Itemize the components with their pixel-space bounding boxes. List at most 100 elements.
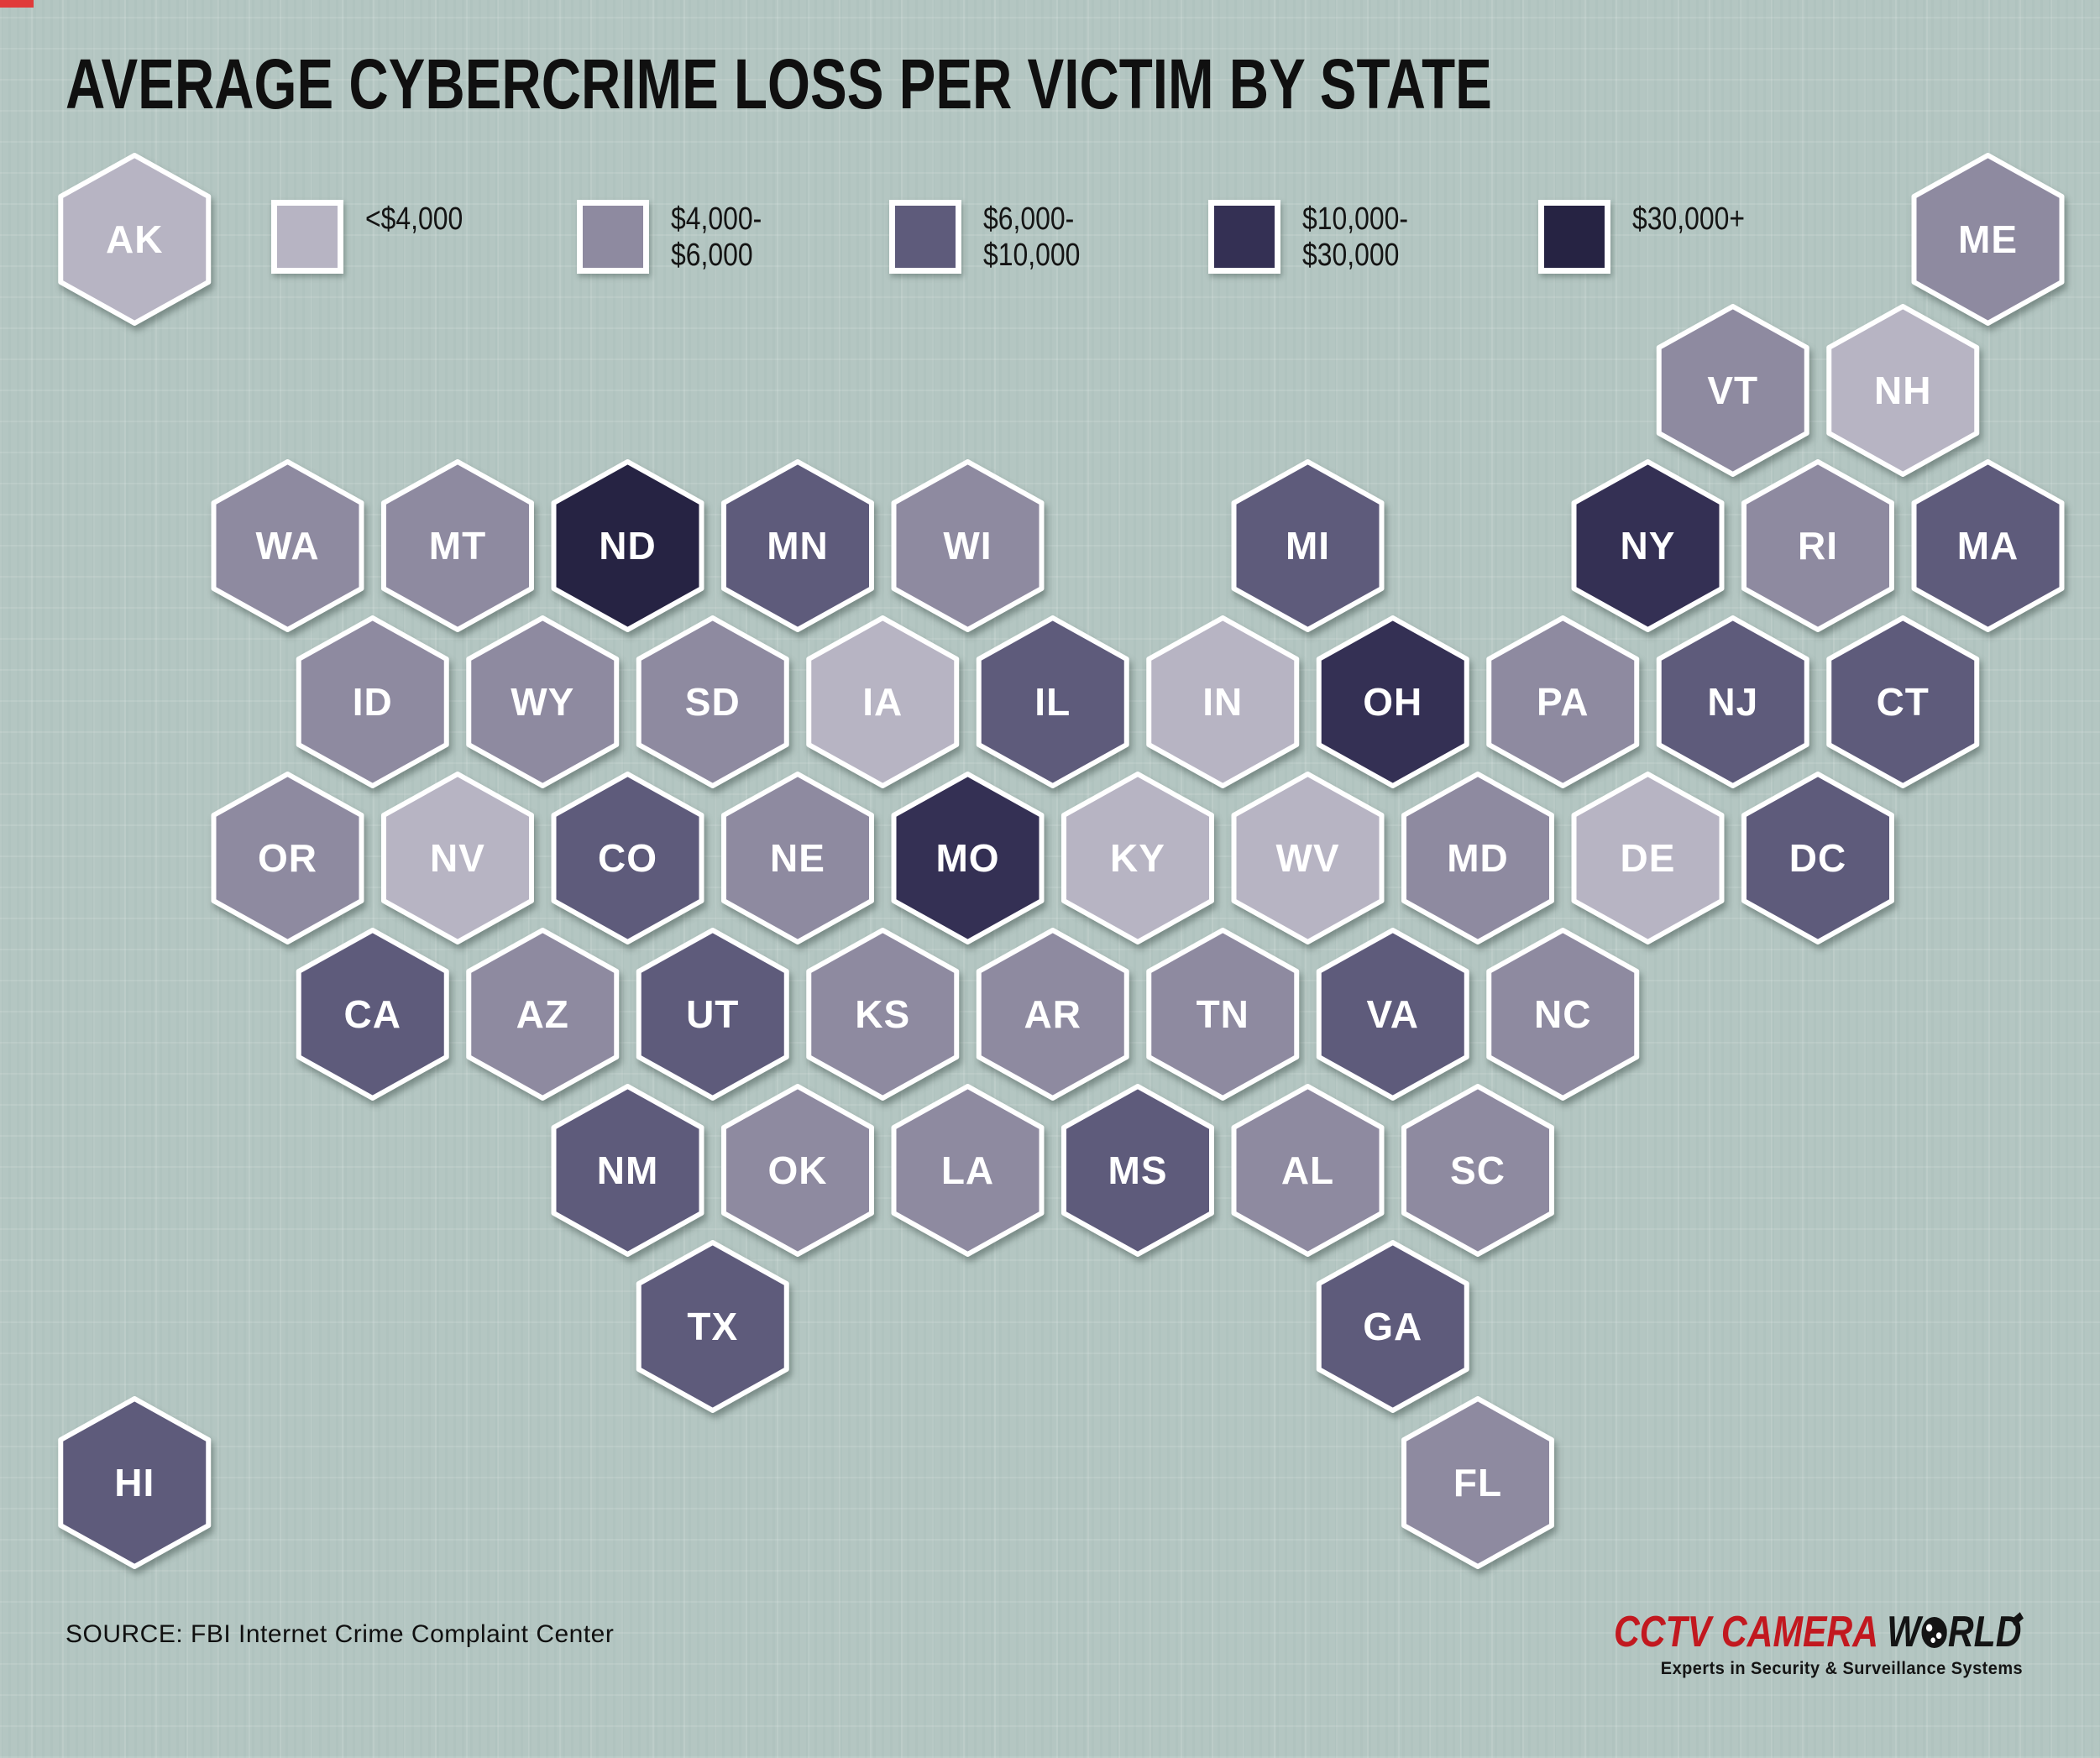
state-tile-NJ: NJ: [1656, 615, 1809, 788]
state-label-SC: SC: [1450, 1148, 1506, 1192]
state-hex-AL: [1231, 1084, 1385, 1257]
state-tile-MS: MS: [1061, 1084, 1214, 1257]
state-tile-AK: AK: [58, 153, 212, 326]
state-hex-NC: [1486, 928, 1640, 1101]
state-label-KY: KY: [1110, 836, 1165, 880]
brand-wordmark: CCTV CAMERA W RLD: [1614, 1608, 2024, 1656]
legend-swatch-1: [271, 200, 343, 274]
state-hex-TN: [1146, 928, 1300, 1101]
brand-black-w: W: [1887, 1608, 1921, 1656]
state-label-SD: SD: [685, 680, 741, 724]
state-hex-MN: [721, 459, 874, 632]
state-tile-IL: IL: [976, 615, 1129, 788]
state-hex-OK: [721, 1084, 874, 1257]
state-hex-NY: [1571, 459, 1725, 632]
state-label-LA: LA: [941, 1148, 994, 1192]
state-hex-VA: [1316, 928, 1469, 1101]
state-tile-PA: PA: [1486, 615, 1640, 788]
state-tile-AL: AL: [1231, 1084, 1385, 1257]
state-label-VA: VA: [1367, 992, 1420, 1036]
state-label-IL: IL: [1034, 680, 1071, 724]
state-tile-NM: NM: [551, 1084, 704, 1257]
state-label-UT: UT: [686, 992, 739, 1036]
state-tile-MA: MA: [1911, 459, 2065, 632]
state-tile-KY: KY: [1061, 772, 1214, 944]
state-tile-ME: ME: [1911, 153, 2065, 326]
state-hex-WY: [466, 615, 620, 788]
state-hex-OR: [211, 772, 364, 944]
state-tile-CT: CT: [1826, 615, 1980, 788]
top-left-red-sliver: [0, 0, 34, 8]
state-tile-RI: RI: [1741, 459, 1894, 632]
state-tile-MO: MO: [891, 772, 1045, 944]
state-tile-SC: SC: [1401, 1084, 1554, 1257]
state-hex-AK: [58, 153, 212, 326]
state-hex-NV: [381, 772, 534, 944]
state-label-MI: MI: [1286, 524, 1330, 568]
state-hex-MD: [1401, 772, 1554, 944]
state-tile-VT: VT: [1656, 304, 1809, 477]
state-label-AL: AL: [1281, 1148, 1334, 1192]
state-label-NJ: NJ: [1707, 680, 1758, 724]
state-hex-CA: [296, 928, 449, 1101]
state-label-GA: GA: [1363, 1305, 1422, 1348]
state-tile-OH: OH: [1316, 615, 1469, 788]
legend-swatch-2: [577, 200, 649, 274]
globe-icon: [1921, 1616, 1947, 1648]
state-hex-KS: [806, 928, 960, 1101]
state-hex-KY: [1061, 772, 1214, 944]
legend-label-2: $4,000- $6,000: [671, 201, 762, 274]
state-label-MN: MN: [767, 524, 829, 568]
state-label-IN: IN: [1202, 680, 1243, 724]
state-hex-GA: [1316, 1240, 1469, 1413]
state-hex-NJ: [1656, 615, 1809, 788]
state-tile-UT: UT: [636, 928, 789, 1101]
state-hex-OH: [1316, 615, 1469, 788]
state-hex-AZ: [466, 928, 620, 1101]
state-label-OR: OR: [258, 836, 317, 880]
state-hex-WI: [891, 459, 1045, 632]
state-hex-VT: [1656, 304, 1809, 477]
state-label-TN: TN: [1197, 992, 1249, 1036]
state-label-PA: PA: [1537, 680, 1589, 724]
state-label-ID: ID: [353, 680, 393, 724]
page-title: AVERAGE CYBERCRIME LOSS PER VICTIM BY ST…: [65, 44, 1492, 123]
state-label-OK: OK: [768, 1148, 828, 1192]
state-hex-IN: [1146, 615, 1300, 788]
state-label-AK: AK: [106, 217, 163, 261]
state-label-MO: MO: [935, 836, 999, 880]
state-hex-ME: [1911, 153, 2065, 326]
state-tile-NC: NC: [1486, 928, 1640, 1101]
state-label-CA: CA: [344, 992, 401, 1036]
legend-swatch-5: [1538, 200, 1610, 274]
state-hex-NM: [551, 1084, 704, 1257]
source-note: SOURCE: FBI Internet Crime Complaint Cen…: [65, 1620, 615, 1648]
legend-swatch-3: [889, 200, 961, 274]
state-tile-WY: WY: [466, 615, 620, 788]
state-hex-WA: [211, 459, 364, 632]
state-tile-IN: IN: [1146, 615, 1300, 788]
state-label-AZ: AZ: [516, 992, 569, 1036]
state-label-NH: NH: [1874, 369, 1931, 412]
state-label-WV: WV: [1275, 836, 1339, 880]
state-tile-FL: FL: [1401, 1396, 1554, 1569]
state-hex-MA: [1911, 459, 2065, 632]
state-tile-LA: LA: [891, 1084, 1045, 1257]
state-hex-MT: [381, 459, 534, 632]
state-tile-ND: ND: [551, 459, 704, 632]
state-label-NE: NE: [770, 836, 825, 880]
state-tile-ID: ID: [296, 615, 449, 788]
brand-tagline: Experts in Security & Surveillance Syste…: [1660, 1659, 2023, 1678]
state-hex-MI: [1231, 459, 1385, 632]
state-label-NM: NM: [597, 1148, 659, 1192]
state-tile-NH: NH: [1826, 304, 1980, 477]
state-tile-MN: MN: [721, 459, 874, 632]
state-tile-CO: CO: [551, 772, 704, 944]
state-label-MS: MS: [1108, 1148, 1168, 1192]
state-tile-NV: NV: [381, 772, 534, 944]
state-label-RI: RI: [1798, 524, 1838, 568]
state-hex-MS: [1061, 1084, 1214, 1257]
brand-logo: CCTV CAMERA W RLD Experts in Security & S…: [1524, 1608, 2024, 1679]
